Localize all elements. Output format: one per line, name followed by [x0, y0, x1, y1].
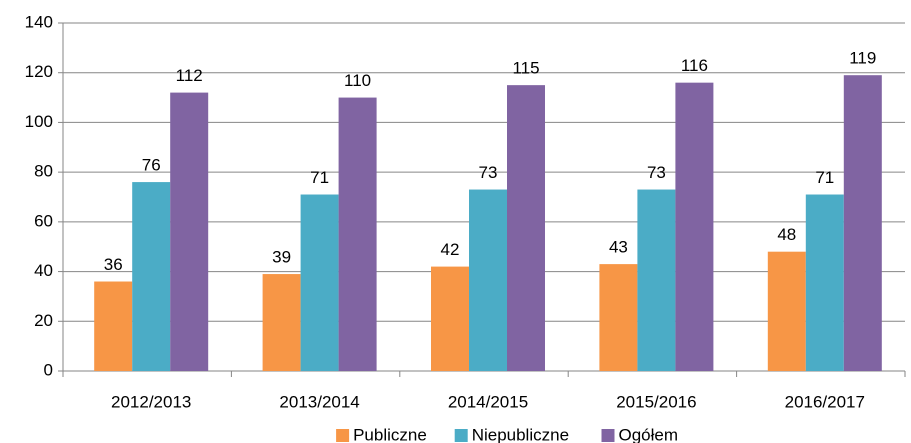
data-label: 76: [142, 156, 161, 175]
x-tick-label: 2014/2015: [448, 392, 528, 411]
bar: [300, 194, 339, 371]
legend-label: Niepubliczne: [472, 425, 569, 443]
legend-swatch: [601, 429, 615, 442]
y-tick-label: 40: [34, 261, 53, 280]
bar: [170, 92, 209, 371]
data-label: 73: [647, 163, 666, 182]
data-label: 43: [609, 238, 628, 257]
y-tick-label: 0: [44, 360, 53, 379]
y-tick-label: 120: [25, 62, 53, 81]
bar: [94, 281, 133, 371]
x-tick-label: 2013/2014: [279, 392, 359, 411]
data-label: 71: [310, 168, 329, 187]
bar: [599, 264, 638, 371]
data-label: 115: [512, 59, 539, 78]
data-label: 112: [176, 66, 203, 85]
x-tick-label: 2016/2017: [785, 392, 865, 411]
bar: [469, 189, 507, 371]
data-label: 119: [849, 49, 876, 68]
x-tick-label: 2012/2013: [111, 392, 191, 411]
bar: [431, 266, 469, 371]
bar: [338, 97, 377, 372]
bar: [262, 274, 301, 371]
data-label: 116: [681, 56, 708, 75]
data-label: 42: [441, 240, 460, 259]
data-label: 39: [272, 248, 291, 267]
bar: [767, 251, 806, 371]
y-tick-label: 60: [34, 211, 53, 230]
x-tick-label: 2015/2016: [616, 392, 696, 411]
legend-swatch: [336, 429, 350, 442]
bar: [843, 75, 882, 371]
legend-label: Ogółem: [619, 425, 679, 443]
data-label: 36: [104, 255, 123, 274]
legend-swatch: [454, 429, 468, 442]
bar: [637, 189, 676, 371]
data-label: 110: [344, 71, 371, 90]
bar: [675, 82, 714, 372]
y-tick-label: 20: [34, 311, 53, 330]
y-tick-label: 100: [25, 112, 53, 131]
data-label: 71: [815, 168, 834, 187]
bar: [805, 194, 844, 371]
y-tick-label: 140: [25, 12, 53, 31]
bar: [132, 182, 171, 371]
legend-label: Publiczne: [353, 425, 427, 443]
data-label: 73: [479, 163, 498, 182]
data-label: 48: [777, 225, 796, 244]
y-tick-label: 80: [34, 162, 53, 181]
bar: [507, 85, 545, 372]
